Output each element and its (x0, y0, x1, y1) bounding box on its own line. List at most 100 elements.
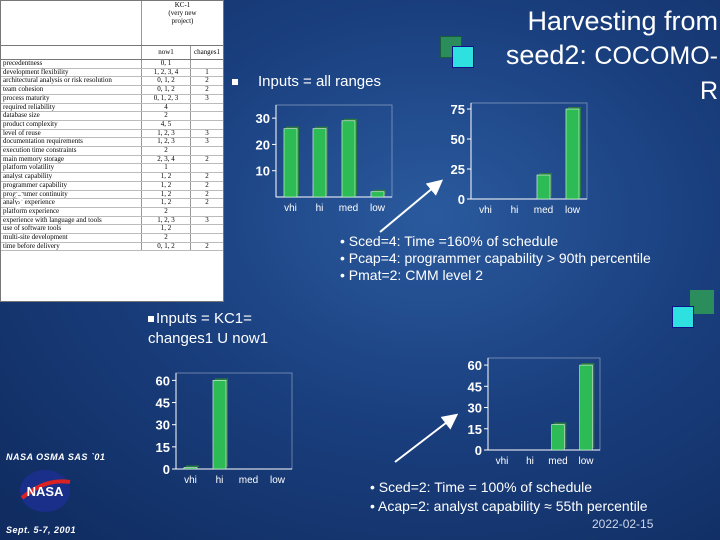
row-changes1-value: 3 (190, 94, 223, 104)
chart-bottom-right: 0 15 30 45 60 vhi hi med low (468, 357, 601, 467)
row-changes1-value: 3 (190, 216, 223, 226)
bar-face (312, 128, 327, 198)
note-line: • Acap=2: analyst capability ≈ 55th perc… (370, 498, 648, 514)
row-changes1-value (190, 207, 223, 217)
x-tick-label: low (270, 475, 286, 486)
bullet-inputs-all-ranges: Inputs = all ranges (232, 73, 381, 90)
row-attribute-name: time before delivery (1, 242, 142, 252)
table-header-row: now1 changes1 (1, 45, 223, 60)
bullet-inputs-kc1: Inputs = KC1= changes1 U now1 (148, 309, 268, 349)
note-line: • Pmat=2: CMM level 2 (340, 267, 484, 283)
y-tick-label: 75 (451, 102, 465, 117)
row-attribute-name: execution time constraints (1, 146, 142, 156)
table-row: product complexity 4, 5 (1, 120, 223, 130)
bar (341, 118, 358, 198)
row-changes1-value (190, 224, 223, 235)
nasa-logo: NASA (18, 468, 72, 514)
row-now1-value: 1, 2 (141, 199, 191, 208)
row-now1-value: 2 (141, 111, 191, 121)
row-changes1-value: 2 (190, 242, 223, 252)
x-tick-label: low (578, 456, 594, 467)
row-attribute-name: level of reuse (1, 129, 142, 139)
table-row: execution time constraints 2 (1, 146, 223, 156)
x-tick-label: hi (511, 205, 519, 216)
row-attribute-name: experience with language and tools (1, 216, 142, 226)
row-now1-value: 1, 2, 3 (141, 216, 191, 226)
row-changes1-value: 3 (190, 129, 223, 139)
x-tick-label: low (565, 205, 581, 216)
bar-face (370, 191, 385, 198)
title-line-2-part-a: seed2: (505, 40, 595, 70)
y-tick-label: 20 (256, 137, 270, 152)
y-tick-label: 60 (468, 358, 482, 373)
bar (370, 189, 387, 198)
table-row: use of software tools 1, 2 (1, 224, 223, 235)
bar-face (212, 380, 227, 470)
notes-top: • Sced=4: Time =160% of schedule • Pcap=… (340, 233, 651, 284)
bullet-square-icon (148, 316, 154, 323)
bar (212, 378, 229, 470)
chart-top-left: 10 20 30 vhi hi med low (256, 104, 393, 214)
y-tick-label: 0 (458, 192, 465, 207)
row-attribute-name: use of software tools (1, 225, 142, 235)
bar-face (536, 174, 551, 200)
row-now1-value: 1, 2 (141, 181, 191, 191)
x-tick-label: vhi (284, 203, 297, 214)
table-row: experience with language and tools 1, 2, … (1, 216, 223, 226)
y-tick-label: 30 (256, 111, 270, 126)
row-now1-value: 1, 2, 3, 4 (141, 68, 191, 78)
title-line-2: seed2: COCOMO-R (490, 38, 718, 108)
row-now1-value: 0, 1 (141, 59, 191, 69)
bar (312, 126, 329, 198)
decorative-square (690, 290, 714, 314)
row-changes1-value (190, 120, 223, 130)
col-header-changes1: changes1 (190, 45, 223, 60)
row-attribute-name: main memory storage (1, 155, 142, 165)
y-tick-label: 15 (468, 422, 482, 437)
table-row: platform experience 2 (1, 207, 223, 217)
decorative-square (672, 306, 694, 328)
title-line-2-part-b: COCOMO-R (594, 42, 718, 105)
y-tick-label: 15 (156, 440, 170, 455)
logo-text: NASA (27, 484, 64, 499)
attribute-range-table: KC-1 (very new project) now1 changes1 pr… (0, 0, 224, 302)
note-line: • Sced=4: Time =160% of schedule (340, 233, 559, 249)
decorative-square (452, 46, 474, 68)
row-changes1-value: 3 (190, 138, 223, 148)
row-attribute-name: multi-site development (1, 233, 142, 243)
bar-face (341, 120, 356, 198)
row-now1-value: 4, 5 (141, 120, 191, 130)
bar (579, 363, 595, 451)
row-changes1-value (190, 233, 223, 243)
bar-face (579, 364, 593, 451)
row-attribute-name: programmer continuity (1, 190, 142, 200)
col-header-now1: now1 (141, 45, 191, 60)
row-now1-value: 0, 1, 2, 3 (141, 94, 191, 104)
chart-bottom-left: 0 15 30 45 60 vhi hi med low (156, 372, 293, 486)
table-row: required reliability 4 (1, 103, 223, 113)
row-attribute-name: documentation requirements (1, 138, 142, 148)
bar-face (565, 108, 580, 200)
arrow-icon (394, 413, 459, 463)
footer-org: NASA OSMA SAS `01 (6, 452, 106, 462)
row-now1-value: 1, 2 (141, 190, 191, 200)
bar (565, 107, 582, 200)
row-now1-value: 2, 3, 4 (141, 155, 191, 165)
row-attribute-name: analyst capability (1, 172, 142, 182)
y-tick-label: 0 (475, 443, 482, 458)
title-line-1: Harvesting from (527, 6, 718, 36)
row-attribute-name: programmer capability (1, 181, 142, 191)
row-changes1-value: 2 (190, 85, 223, 95)
x-tick-label: vhi (496, 456, 509, 467)
slide-title: Harvesting from seed2: COCOMO-R (490, 4, 718, 108)
kc1-header-line: (very new (168, 9, 197, 17)
y-tick-label: 30 (468, 401, 482, 416)
table-row: platform volatility 1 (1, 164, 223, 174)
